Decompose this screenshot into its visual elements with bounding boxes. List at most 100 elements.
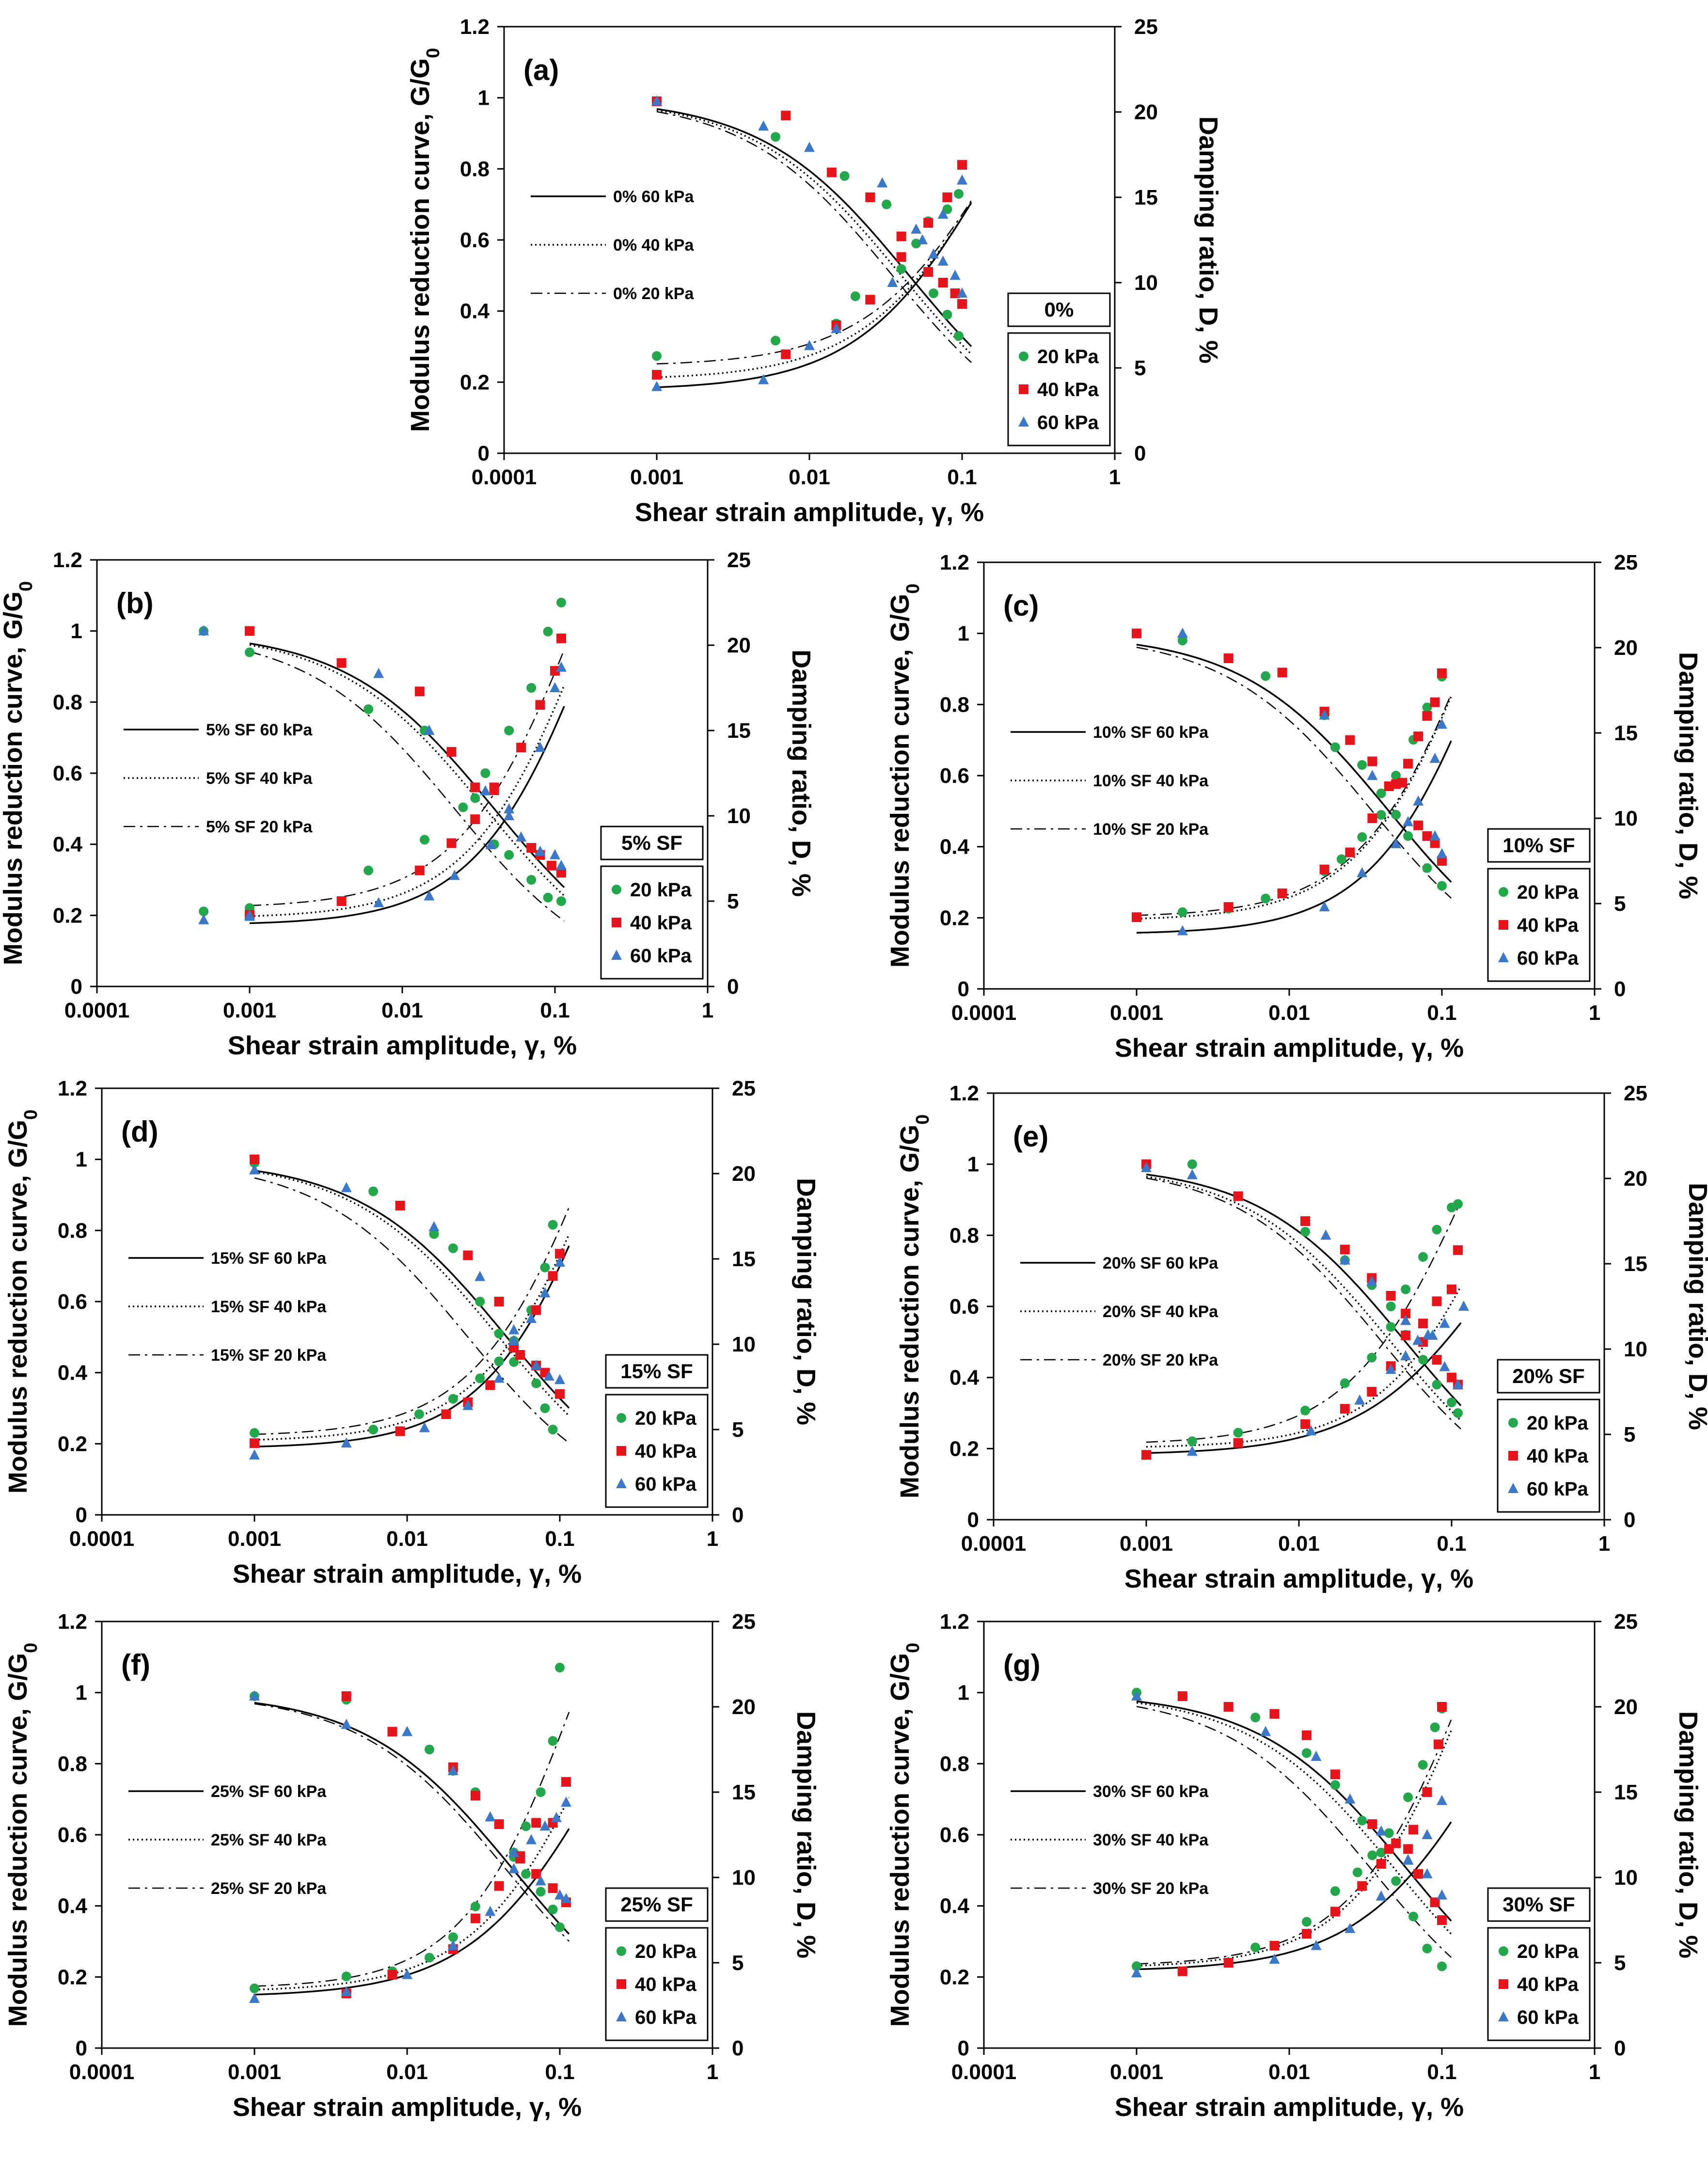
y-right-tick-label: 0	[732, 1503, 743, 1527]
x-axis-title: Shear strain amplitude, γ, %	[233, 1559, 582, 1589]
y-left-axis-title: Modulus reduction curve, G/G0	[3, 1643, 41, 2027]
modulus-data-point	[1260, 1726, 1271, 1736]
damping-data-point	[1354, 1394, 1365, 1405]
damping-data-point	[1453, 1199, 1463, 1209]
y-left-tick-label: 0.4	[940, 835, 970, 859]
y-right-axis-title: Damping ratio, D, %	[1674, 652, 1703, 899]
y-right-tick-label: 0	[727, 975, 739, 999]
modulus-data-point	[548, 1425, 558, 1434]
x-tick-label: 0.01	[1268, 1001, 1310, 1025]
fit-legend: 10% SF 60 kPa 10% SF 40 kPa 10% SF 20 kPa	[1011, 723, 1209, 839]
fit-modulus-60-kpa	[254, 1701, 570, 1935]
y-left-tick-label: 0.8	[940, 1752, 969, 1776]
damping-data-point	[1418, 1760, 1428, 1770]
x-axis-title: Shear strain amplitude, γ, %	[1115, 1033, 1464, 1063]
series-60-kpa	[651, 95, 967, 391]
damping-data-point	[1412, 1335, 1423, 1345]
damping-data-point	[1385, 1364, 1396, 1374]
legend-marker	[1499, 1979, 1508, 1989]
series-60-kpa	[1141, 1162, 1469, 1456]
modulus-data-point	[555, 1922, 565, 1932]
fit-modulus-40-kpa	[249, 644, 565, 897]
panel-label: (d)	[121, 1115, 158, 1148]
x-tick-label: 0.0001	[951, 2060, 1017, 2084]
modulus-data-point	[1437, 848, 1447, 858]
legend-marker	[617, 1979, 626, 1989]
x-tick-label: 0.001	[223, 999, 276, 1022]
damping-data-point	[543, 626, 553, 636]
fit-legend-label: 0% 40 kPa	[613, 236, 694, 254]
damping-data-point	[1330, 1907, 1340, 1917]
damping-data-point	[1177, 907, 1187, 917]
chart-panel-a: 0.0001 0.001 0.01 0.1 100.20.40.60.811.20510…	[406, 15, 1223, 527]
modulus-data-point	[1432, 1380, 1442, 1390]
y-left-tick-label: 0.6	[940, 764, 969, 788]
modulus-data-point	[1376, 1825, 1387, 1836]
legend-marker	[1508, 1483, 1518, 1493]
damping-data-point	[419, 1422, 430, 1432]
damping-data-point	[551, 1812, 562, 1822]
damping-data-point	[402, 1969, 412, 1979]
damping-data-point	[1223, 902, 1234, 912]
y-left-axis-title-subscript: 0	[903, 1643, 923, 1653]
fit-legend-label: 25% SF 60 kPa	[211, 1782, 327, 1801]
damping-data-point	[896, 264, 906, 274]
y-right-tick-label: 20	[727, 634, 751, 657]
x-tick-label: 1	[1589, 2060, 1600, 2084]
damping-data-point	[1300, 1405, 1311, 1415]
y-left-tick-label: 0.6	[949, 1295, 979, 1319]
damping-data-point	[923, 218, 933, 228]
damping-data-point	[1384, 1828, 1394, 1838]
modulus-data-point	[1311, 1750, 1322, 1761]
fit-legend-label: 30% SF 60 kPa	[1093, 1782, 1209, 1801]
y-right-tick-label: 25	[727, 548, 751, 572]
fit-damping-60-kpa	[656, 202, 972, 388]
y-left-axis-title: Modulus reduction curve, G/G0	[406, 48, 443, 432]
damping-data-point	[1131, 1967, 1142, 1978]
fit-damping-20-kpa	[254, 1712, 570, 1987]
damping-data-point	[896, 252, 906, 262]
modulus-data-point	[561, 1893, 572, 1903]
modulus-data-point	[1300, 1216, 1311, 1226]
y-left-axis-title: Modulus reduction curve, G/G0	[886, 584, 923, 968]
series-20-kpa	[250, 1663, 565, 1993]
fit-modulus-60-kpa	[249, 642, 565, 888]
y-left-tick-label: 0.4	[58, 1894, 88, 1918]
y-right-axis-title: Damping ratio, D, %	[787, 650, 816, 897]
y-left-axis-title-subscript: 0	[16, 581, 36, 591]
damping-data-point	[550, 666, 560, 676]
damping-data-point	[336, 896, 347, 906]
modulus-data-point	[1367, 1819, 1377, 1829]
damping-data-point	[652, 370, 662, 380]
panel-label: (f)	[121, 1649, 150, 1681]
modulus-data-point	[1261, 671, 1271, 681]
damping-data-point	[364, 865, 374, 875]
damping-data-point	[1177, 925, 1188, 936]
chart-panel-c: 0.0001 0.001 0.01 0.1 100.20.40.60.811.20510…	[886, 551, 1703, 1063]
damping-data-point	[494, 1356, 504, 1367]
damping-data-point	[425, 1953, 435, 1963]
damping-data-point	[1430, 697, 1440, 707]
y-right-tick-label: 0	[1614, 977, 1626, 1001]
modulus-data-point	[531, 1869, 541, 1879]
fit-legend-label: 5% SF 40 kPa	[206, 769, 313, 788]
y-left-tick-label: 1	[958, 622, 969, 646]
modulus-data-point	[428, 1221, 440, 1231]
modulus-data-point	[336, 658, 347, 668]
legend-marker	[1499, 1946, 1508, 1956]
y-left-tick-label: 0	[967, 1508, 979, 1532]
damping-data-point	[1391, 779, 1401, 789]
damping-data-point	[1422, 702, 1432, 713]
y-right-tick-label: 0	[1614, 2036, 1626, 2060]
modulus-data-point	[1391, 810, 1401, 820]
y-left-tick-label: 0.8	[58, 1752, 87, 1776]
damping-data-point	[462, 1399, 474, 1410]
modulus-data-point	[1439, 1361, 1450, 1371]
modulus-data-point	[554, 1374, 565, 1384]
y-right-tick-label: 10	[732, 1866, 756, 1890]
damping-data-point	[504, 803, 515, 813]
legend-marker	[616, 2011, 627, 2021]
y-left-axis-title-subscript: 0	[21, 1643, 41, 1653]
damping-data-point	[489, 785, 499, 795]
